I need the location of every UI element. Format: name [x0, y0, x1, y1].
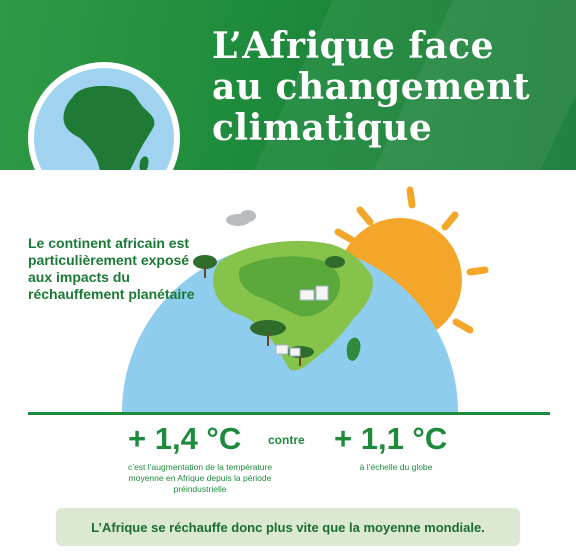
globe-africa-icon	[28, 62, 180, 170]
title-line-1: L’Afrique face	[212, 25, 495, 67]
intro-text: Le continent africain est particulièreme…	[28, 235, 195, 302]
conclusion-text: L’Afrique se réchauffe donc plus vite qu…	[91, 519, 485, 535]
title-line-3: climatique	[212, 107, 433, 149]
global-temperature-caption: à l’échelle du globe	[359, 462, 433, 472]
globe-illustration	[122, 240, 458, 412]
header-banner: L’Afrique face au changement climatique	[0, 0, 576, 170]
cloud-icon	[226, 210, 256, 226]
conclusion-banner: L’Afrique se réchauffe donc plus vite qu…	[56, 508, 520, 546]
africa-temperature-caption: c’est l’augmentation de la température m…	[127, 462, 273, 494]
page-title: L’Afrique face au changement climatique	[212, 26, 562, 149]
ground-divider	[28, 412, 550, 415]
comparison-connector: contre	[268, 433, 305, 447]
global-temperature-value: + 1,1 °C	[334, 421, 448, 456]
title-line-2: au changement	[212, 66, 531, 108]
earth-illustration	[122, 186, 489, 412]
africa-temperature-value: + 1,4 °C	[128, 421, 242, 456]
